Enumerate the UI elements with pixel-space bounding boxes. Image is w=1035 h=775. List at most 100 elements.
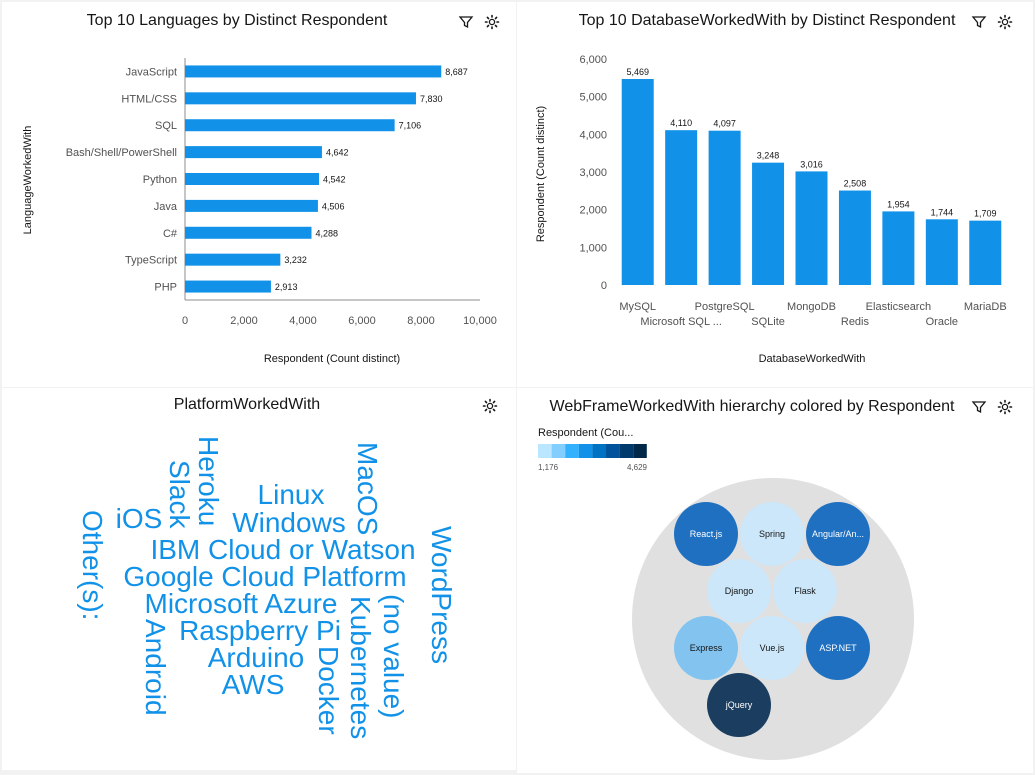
platforms-tile: PlatformWorkedWith Linux Windows iOS IBM Cl…	[2, 388, 516, 770]
bar	[621, 79, 654, 285]
filter-icon[interactable]	[971, 14, 987, 30]
y-tick-label: 1,000	[579, 242, 607, 254]
x-tick-label: 0	[182, 315, 188, 327]
category-tick-label: Redis	[841, 316, 870, 328]
legend-swatch	[538, 444, 552, 458]
bar	[185, 173, 319, 185]
bubble-label: jQuery	[725, 700, 753, 710]
y-tick-label: 5,000	[579, 92, 607, 104]
bubble	[674, 616, 738, 680]
data-label: 8,687	[445, 67, 468, 77]
category-tick-label: TypeScript	[125, 255, 177, 267]
y-axis-title: Respondent (Count distinct)	[535, 106, 547, 242]
category-tick-label: PHP	[154, 282, 177, 294]
data-label: 4,110	[670, 118, 692, 128]
data-label: 1,709	[974, 209, 997, 219]
bar	[185, 226, 312, 239]
bar	[185, 92, 416, 105]
data-label: 3,016	[800, 159, 823, 169]
settings-icon[interactable]	[997, 399, 1013, 415]
word: Arduino	[208, 642, 305, 673]
legend-swatch	[578, 444, 593, 458]
bar	[185, 119, 395, 132]
y-tick-label: 2,000	[579, 205, 607, 217]
category-tick-label: MongoDB	[787, 301, 836, 313]
bubble	[773, 559, 837, 623]
legend-swatch	[592, 444, 606, 458]
platforms-title: PlatformWorkedWith	[173, 396, 321, 413]
languages-tile: Top 10 Languages by Distinct Respondent …	[2, 2, 516, 387]
databases-title: Top 10 DatabaseWorkedWith by Distinct Re…	[578, 12, 956, 29]
y-tick-label: 4,000	[579, 129, 607, 141]
category-tick-label: HTML/CSS	[121, 93, 177, 105]
bar	[185, 253, 281, 266]
category-tick-label: MariaDB	[964, 301, 1007, 313]
bubble-label: Django	[725, 586, 754, 596]
word: MacOS	[352, 442, 383, 535]
bar	[838, 190, 871, 285]
languages-title: Top 10 Languages by Distinct Respondent	[86, 12, 388, 29]
webframes-bubble-chart: Respondent (Cou... 1,176 4,629 React.js Spri…	[538, 427, 914, 760]
bar	[925, 219, 958, 285]
webframes-tile: WebFrameWorkedWith hierarchy colored by …	[517, 388, 1033, 773]
bubble-label: Express	[690, 643, 723, 653]
x-axis-title: DatabaseWorkedWith	[759, 353, 866, 365]
x-tick-label: 4,000	[289, 315, 317, 327]
filter-icon[interactable]	[458, 14, 474, 30]
category-tick-label: MySQL	[619, 301, 656, 313]
webframes-title: WebFrameWorkedWith hierarchy colored by …	[549, 398, 955, 415]
data-label: 7,106	[399, 121, 422, 131]
category-tick-label: SQLite	[751, 316, 785, 328]
category-tick-label: Bash/Shell/PowerShell	[66, 147, 177, 159]
y-tick-label: 3,000	[579, 167, 607, 179]
filter-icon[interactable]	[971, 399, 987, 415]
settings-icon[interactable]	[997, 14, 1013, 30]
data-label: 4,642	[326, 148, 349, 158]
legend-swatch	[633, 444, 647, 458]
x-axis-title: Respondent (Count distinct)	[264, 353, 400, 365]
word: Google Cloud Platform	[123, 561, 406, 592]
y-tick-label: 6,000	[579, 54, 607, 66]
databases-bar-chart: 0 1,000 2,000 3,000 4,000 5,000 6,000 5,469 MySQ…	[535, 54, 1007, 365]
category-tick-label: JavaScript	[126, 66, 177, 78]
bar	[185, 199, 318, 212]
x-tick-label: 10,000	[463, 315, 497, 327]
bubble-label: Vue.js	[760, 643, 785, 653]
word: Raspberry Pi	[179, 615, 341, 646]
word: Android	[140, 619, 171, 716]
bubble-label: ASP.NET	[819, 643, 857, 653]
word: Heroku	[193, 436, 224, 526]
word: Windows	[232, 507, 346, 538]
category-tick-label: PostgreSQL	[695, 301, 755, 313]
bar	[708, 130, 741, 285]
y-tick-label: 0	[601, 280, 607, 292]
settings-icon[interactable]	[482, 398, 498, 414]
languages-bar-chart: JavaScript 8,687 HTML/CSS 7,830 SQL 7,106 Bash…	[22, 58, 497, 365]
category-tick-label: Elasticsearch	[866, 301, 931, 313]
bar	[185, 146, 322, 159]
bar	[752, 162, 785, 285]
data-label: 2,508	[844, 179, 867, 189]
data-label: 3,248	[757, 151, 780, 161]
bubble	[740, 502, 804, 566]
bubble	[707, 673, 771, 737]
category-tick-label: Oracle	[926, 316, 958, 328]
bubble	[707, 559, 771, 623]
data-label: 4,288	[315, 228, 338, 238]
bar	[185, 65, 442, 78]
data-label: 4,542	[323, 175, 346, 185]
legend-swatch	[619, 444, 634, 458]
settings-icon[interactable]	[484, 14, 500, 30]
bar	[185, 280, 271, 293]
legend-min-label: 1,176	[538, 463, 559, 472]
word: iOS	[116, 503, 163, 534]
x-tick-label: 6,000	[348, 315, 376, 327]
y-axis-title: LanguageWorkedWith	[22, 126, 34, 235]
category-tick-label: Microsoft SQL ...	[640, 316, 722, 328]
bubble-label: Angular/An...	[812, 529, 864, 539]
legend-swatch	[606, 444, 620, 458]
word: WordPress	[426, 526, 457, 664]
legend-max-label: 4,629	[627, 463, 648, 472]
data-label: 1,954	[887, 199, 910, 209]
